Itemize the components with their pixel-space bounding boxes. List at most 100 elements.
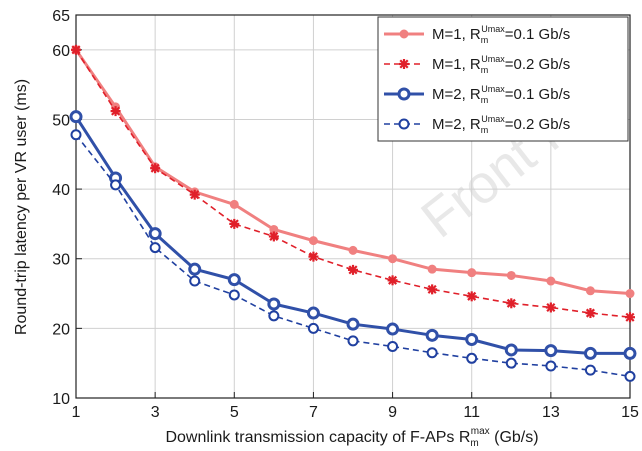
data-point — [427, 284, 438, 295]
data-point — [306, 306, 320, 320]
legend-label-tail: =0.1 Gb/s — [505, 26, 570, 43]
series-line — [75, 134, 631, 378]
data-point — [467, 268, 477, 278]
data-point — [110, 106, 121, 117]
data-point — [387, 275, 398, 286]
data-point — [466, 291, 477, 302]
series-line — [75, 49, 631, 319]
data-point — [386, 322, 400, 336]
data-point — [583, 346, 597, 360]
x-tick-label: 1 — [72, 404, 81, 421]
data-point — [348, 264, 358, 275]
data-point — [227, 273, 241, 287]
legend-marker — [397, 87, 411, 101]
data-point — [427, 264, 437, 274]
data-point — [348, 245, 358, 255]
data-point — [625, 289, 635, 299]
legend-label-sup: Umax — [481, 114, 505, 124]
legend-marker — [399, 59, 409, 69]
legend-label-tail: =0.1 Gb/s — [505, 86, 570, 103]
data-point — [466, 352, 478, 364]
legend-label-sup: Umax — [481, 24, 505, 34]
legend-label-main: M=2, R — [432, 86, 481, 103]
y-tick-label: 65 — [52, 8, 70, 25]
data-point — [387, 340, 399, 352]
legend: M=1, RmUmax=0.1 Gb/sM=1, RmUmax=0.2 Gb/s… — [377, 16, 629, 142]
data-point — [545, 360, 557, 372]
data-point — [268, 231, 279, 242]
y-tick-label: 10 — [52, 391, 70, 408]
legend-label-sub: m — [481, 125, 489, 135]
legend-label: M=1, RmUmax=0.1 Gb/s — [432, 24, 570, 45]
data-point — [189, 275, 201, 287]
x-tick-label: 7 — [309, 404, 318, 421]
data-point — [267, 297, 281, 311]
x-tick-label: 3 — [151, 404, 160, 421]
data-point — [465, 333, 479, 347]
y-tick-label: 20 — [52, 321, 70, 338]
legend-label-main: M=1, R — [432, 56, 481, 73]
data-point — [623, 346, 637, 360]
data-point — [149, 242, 161, 254]
data-point — [584, 364, 596, 376]
data-point — [150, 163, 161, 174]
data-point — [228, 289, 240, 301]
data-point — [425, 328, 439, 342]
data-point — [506, 270, 516, 280]
x-tick-label: 5 — [230, 404, 239, 421]
x-axis-label: Downlink transmission capacity of F-APs … — [165, 426, 538, 449]
data-point — [505, 357, 517, 369]
series-2 — [71, 44, 635, 323]
data-point — [426, 347, 438, 359]
x-tick-label: 15 — [621, 404, 639, 421]
data-point — [268, 310, 280, 322]
data-point — [110, 179, 122, 191]
legend-entry: M=1, RmUmax=0.2 Gb/s — [384, 54, 570, 75]
data-point — [625, 312, 635, 323]
data-point — [388, 254, 398, 264]
data-point — [229, 218, 240, 229]
legend-label-sup: Umax — [481, 84, 505, 94]
legend-label-sub: m — [481, 95, 489, 105]
data-point — [504, 343, 518, 357]
y-tick-label: 50 — [52, 112, 70, 129]
legend-entry: M=2, RmUmax=0.2 Gb/s — [384, 114, 570, 135]
series-4 — [70, 129, 636, 382]
plot-frame — [75, 14, 631, 399]
legend-label-main: M=1, R — [432, 26, 481, 43]
data-point — [585, 308, 596, 319]
legend-label-sub: m — [481, 65, 489, 75]
legend-label-tail: =0.2 Gb/s — [505, 116, 570, 133]
data-point — [585, 286, 595, 296]
data-point — [71, 44, 81, 55]
legend-label-tail: =0.2 Gb/s — [505, 56, 570, 73]
legend-marker — [398, 118, 410, 130]
legend-label: M=1, RmUmax=0.2 Gb/s — [432, 54, 570, 75]
legend-entry: M=1, RmUmax=0.1 Gb/s — [384, 24, 570, 45]
legend-label-main: M=2, R — [432, 116, 481, 133]
data-point — [545, 302, 556, 313]
data-point — [546, 276, 556, 286]
data-point — [506, 298, 517, 309]
data-point — [229, 199, 239, 209]
legend-label-sup: Umax — [481, 54, 505, 64]
y-axis-label: Round-trip latency per VR user (ms) — [13, 79, 30, 335]
legend-label-sub: m — [481, 35, 489, 45]
data-point — [346, 317, 360, 331]
legend-marker — [399, 29, 409, 39]
data-point — [624, 370, 636, 382]
x-tick-label: 11 — [463, 404, 480, 421]
x-axis-label-sub: m — [470, 438, 478, 449]
data-point — [307, 322, 319, 334]
series-3 — [69, 110, 637, 360]
data-point — [188, 262, 202, 276]
data-point — [69, 110, 83, 124]
series-group — [69, 44, 637, 382]
y-tick-label: 30 — [52, 252, 70, 269]
x-tick-label: 13 — [542, 404, 560, 421]
x-tick-label: 9 — [388, 404, 397, 421]
data-point — [308, 236, 318, 246]
data-point — [70, 129, 82, 141]
